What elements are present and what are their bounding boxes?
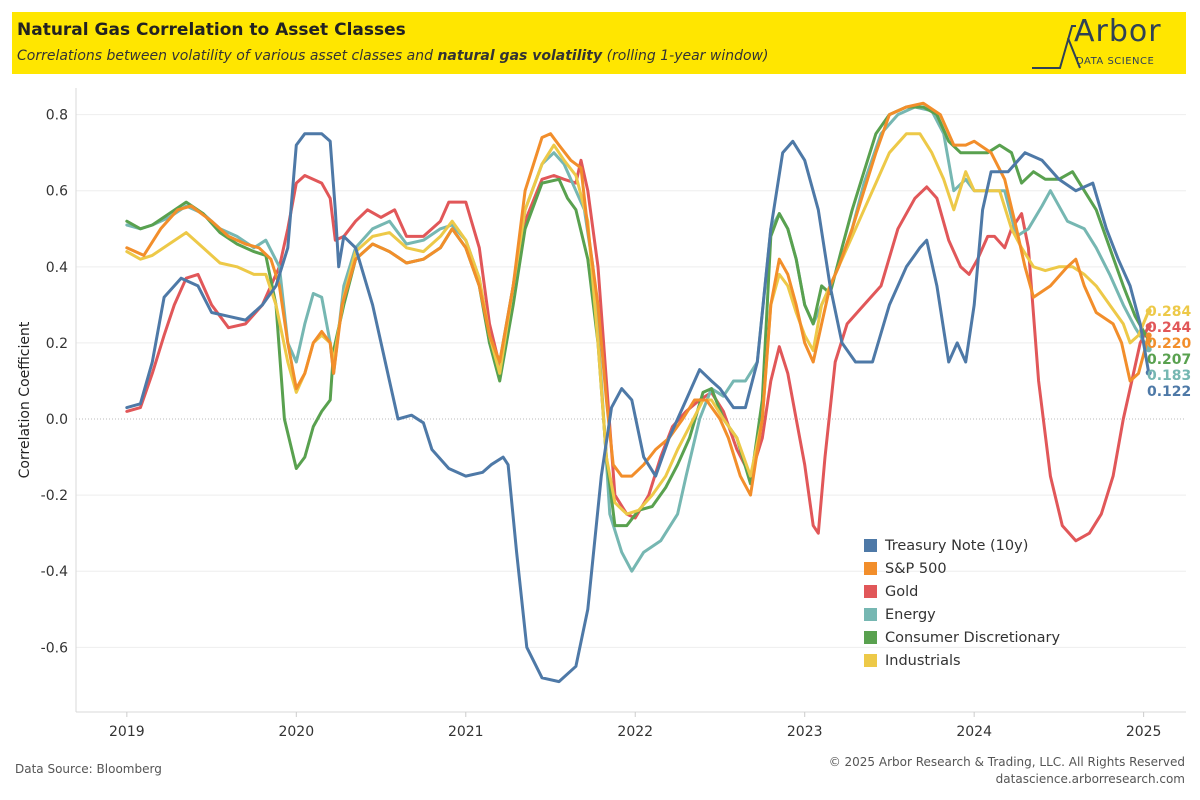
legend-label: Industrials xyxy=(885,652,961,669)
logo-sub: DATA SCIENCE xyxy=(1076,56,1155,67)
series-line-2 xyxy=(125,158,1151,543)
page-title: Natural Gas Correlation to Asset Classes xyxy=(17,20,406,40)
series-end-label: 0.284 xyxy=(1147,304,1192,320)
x-tick-label: 2022 xyxy=(617,724,653,740)
y-tick-label: 0.2 xyxy=(46,336,68,352)
series-end-point-5 xyxy=(1145,307,1152,314)
page-subtitle: Correlations between volatility of vario… xyxy=(17,48,768,64)
y-tick-label: -0.2 xyxy=(41,488,68,504)
legend-label: Gold xyxy=(885,583,919,600)
legend-item: Industrials xyxy=(864,649,1060,672)
legend-swatch xyxy=(864,539,877,552)
series-line-0 xyxy=(125,132,1151,684)
y-tick-label: -0.4 xyxy=(41,564,68,580)
y-tick-label: 0.8 xyxy=(46,108,68,124)
y-tick-label: -0.6 xyxy=(41,640,68,656)
chart-legend: Treasury Note (10y) S&P 500 Gold Energy Cons… xyxy=(864,534,1060,672)
subtitle-post: (rolling 1-year window) xyxy=(602,48,769,64)
subtitle-bold: natural gas volatility xyxy=(437,48,603,64)
legend-swatch xyxy=(864,631,877,644)
series-end-label: 0.220 xyxy=(1147,336,1192,352)
legend-swatch xyxy=(864,608,877,621)
arbor-logo: Arbor DATA SCIENCE xyxy=(1030,14,1180,72)
correlation-chart: 0.8 0.6 0.4 0.2 0.0 -0.2 -0.4 -0.6 2019 2020 2021 2… xyxy=(17,88,1192,740)
legend-label: S&P 500 xyxy=(885,560,947,577)
x-tick-label: 2024 xyxy=(956,724,992,740)
series-line-3 xyxy=(125,105,1151,573)
series-layer xyxy=(125,101,1152,684)
x-tick-label: 2025 xyxy=(1126,724,1162,740)
legend-label: Consumer Discretionary xyxy=(885,629,1061,646)
legend-item: S&P 500 xyxy=(864,557,1060,580)
y-tick-label: 0.6 xyxy=(46,184,68,200)
series-end-label: 0.244 xyxy=(1147,320,1192,336)
data-source: Data Source: Bloomberg xyxy=(15,762,162,776)
site-url[interactable]: datascience.arborresearch.com xyxy=(995,772,1185,786)
series-end-point-2 xyxy=(1145,323,1152,330)
series-end-label: 0.207 xyxy=(1147,352,1191,368)
series-end-label: 0.183 xyxy=(1147,368,1191,384)
grid-layer xyxy=(76,114,1186,648)
legend-item: Energy xyxy=(864,603,1060,626)
legend-label: Treasury Note (10y) xyxy=(885,537,1029,554)
x-tick-label: 2020 xyxy=(278,724,314,740)
legend-swatch xyxy=(864,562,877,575)
legend-swatch xyxy=(864,585,877,598)
series-line-4 xyxy=(125,105,1151,528)
copyright-text: © 2025 Arbor Research & Trading, LLC. Al… xyxy=(828,755,1185,769)
legend-item: Consumer Discretionary xyxy=(864,626,1060,649)
legend-label: Energy xyxy=(885,606,936,623)
legend-item: Treasury Note (10y) xyxy=(864,534,1060,557)
series-end-point-1 xyxy=(1145,332,1152,339)
header-banner: Natural Gas Correlation to Asset Classes… xyxy=(12,12,1186,74)
x-tick-label: 2023 xyxy=(787,724,823,740)
y-axis-title: Correlation Coefficient xyxy=(17,321,33,478)
series-end-point-3 xyxy=(1145,346,1152,353)
legend-swatch xyxy=(864,654,877,667)
legend-item: Gold xyxy=(864,580,1060,603)
footer-credits: © 2025 Arbor Research & Trading, LLC. Al… xyxy=(829,754,1185,788)
logo-mark-icon xyxy=(1032,25,1081,69)
y-tick-label: 0.0 xyxy=(46,412,68,428)
axis-layer: 0.8 0.6 0.4 0.2 0.0 -0.2 -0.4 -0.6 2019 2020 2021 2… xyxy=(41,88,1186,740)
series-end-point-0 xyxy=(1145,369,1152,376)
x-tick-label: 2021 xyxy=(448,724,484,740)
x-tick-label: 2019 xyxy=(109,724,145,740)
series-line-1 xyxy=(125,101,1151,497)
series-end-label: 0.122 xyxy=(1147,384,1191,400)
logo-name: Arbor xyxy=(1074,14,1162,49)
subtitle-pre: Correlations between volatility of vario… xyxy=(17,48,438,64)
y-tick-label: 0.4 xyxy=(46,260,68,276)
